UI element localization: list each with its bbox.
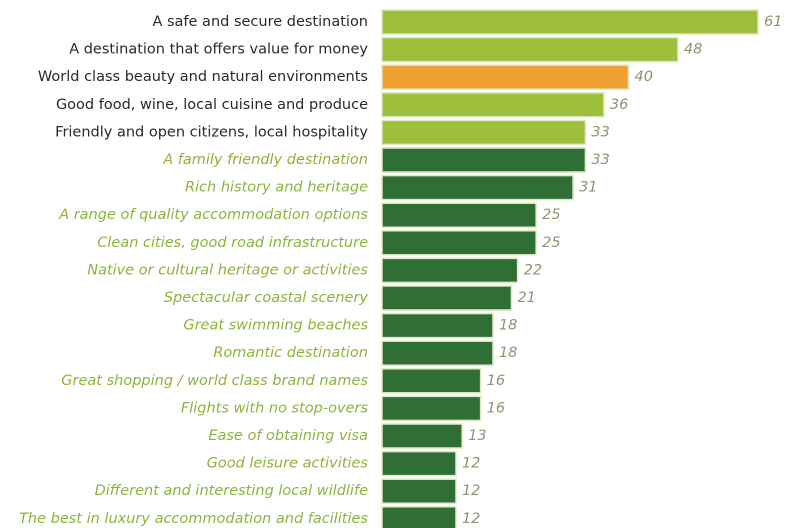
value-label: 31 <box>579 180 597 196</box>
value-label: 18 <box>499 318 517 334</box>
category-label: Flights with no stop-overs <box>181 400 369 416</box>
bar <box>381 230 537 256</box>
value-label: 36 <box>610 97 628 113</box>
category-label: Good food, wine, local cuisine and produ… <box>56 97 368 113</box>
bar <box>381 450 457 477</box>
value-label: 48 <box>684 42 702 58</box>
bar <box>381 395 482 422</box>
value-label: 12 <box>462 511 480 527</box>
category-label: The best in luxury accommodation and fac… <box>19 511 368 527</box>
bar <box>381 147 587 173</box>
bar <box>381 423 463 449</box>
category-label: Romantic destination <box>213 345 368 361</box>
bar <box>381 257 519 284</box>
bar <box>381 119 587 146</box>
category-label: World class beauty and natural environme… <box>38 69 368 85</box>
category-label: Friendly and open citizens, local hospit… <box>55 124 368 140</box>
value-label: 22 <box>524 262 542 278</box>
bar <box>381 36 679 63</box>
bar <box>381 478 457 504</box>
value-label: 18 <box>499 345 517 361</box>
bar <box>381 92 605 118</box>
bar <box>381 312 494 339</box>
bar <box>381 340 494 366</box>
category-label: Different and interesting local wildlife <box>95 483 368 499</box>
bar <box>381 285 513 311</box>
value-label: 33 <box>591 152 609 168</box>
value-label: 13 <box>468 428 486 444</box>
value-label: 25 <box>542 235 560 251</box>
value-label: 21 <box>517 290 535 306</box>
bar <box>381 202 537 228</box>
category-label: Spectacular coastal scenery <box>164 290 369 306</box>
value-label: 33 <box>591 124 609 140</box>
category-label: Clean cities, good road infrastructure <box>97 235 368 251</box>
category-label: A safe and secure destination <box>152 14 368 30</box>
value-label: 61 <box>764 14 782 30</box>
bar <box>381 368 482 394</box>
category-label: A range of quality accommodation options <box>58 207 368 223</box>
bar <box>381 64 630 90</box>
category-label: A destination that offers value for mone… <box>69 42 368 58</box>
category-label: Ease of obtaining visa <box>208 428 368 444</box>
value-label: 16 <box>487 373 505 389</box>
value-label: 25 <box>542 207 560 223</box>
value-label: 12 <box>462 456 480 472</box>
bar <box>381 506 457 528</box>
bar <box>381 9 759 35</box>
bar <box>381 174 574 201</box>
value-label: 16 <box>487 400 505 416</box>
value-label: 12 <box>462 483 480 499</box>
category-label: Native or cultural heritage or activitie… <box>87 262 368 278</box>
value-label: 40 <box>635 69 653 85</box>
category-label: Great shopping / world class brand names <box>61 373 368 389</box>
category-label: A family friendly destination <box>162 152 368 168</box>
category-label: Great swimming beaches <box>183 318 368 334</box>
category-label: Rich history and heritage <box>185 180 368 196</box>
category-label: Good leisure activities <box>207 456 369 472</box>
